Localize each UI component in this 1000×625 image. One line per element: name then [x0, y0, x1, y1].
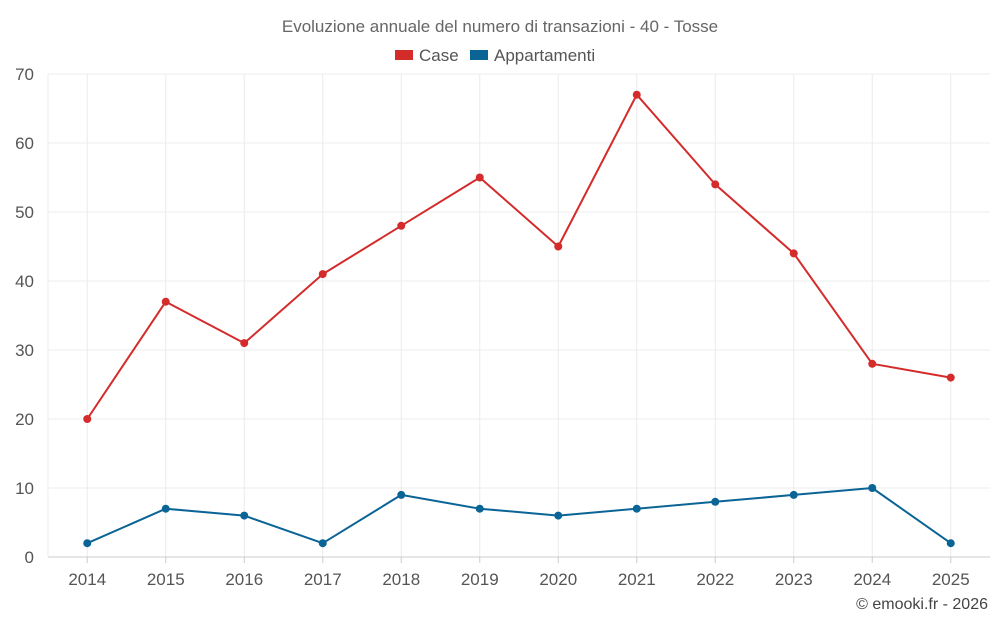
x-tick-label: 2021: [618, 570, 656, 589]
data-point-case[interactable]: [632, 90, 641, 99]
y-tick-labels: 0 10 20 30 40 50 60 70: [15, 65, 34, 567]
legend-item-case[interactable]: Case: [395, 46, 459, 65]
x-tick-labels: 2014 2015 2016 2017 2018 2019 2020 2021 2022 2023…: [68, 570, 969, 589]
data-point-case[interactable]: [161, 297, 170, 306]
data-point-appartamenti[interactable]: [240, 511, 249, 520]
data-point-appartamenti[interactable]: [397, 490, 406, 499]
data-point-appartamenti[interactable]: [161, 504, 170, 513]
data-point-case[interactable]: [240, 339, 249, 348]
legend-label-appartamenti: Appartamenti: [494, 46, 595, 65]
chart-title: Evoluzione annuale del numero di transaz…: [282, 17, 718, 36]
x-tick-label: 2019: [461, 570, 499, 589]
axes: [47, 74, 990, 563]
data-point-case[interactable]: [318, 270, 327, 279]
data-point-case[interactable]: [475, 173, 484, 182]
data-point-appartamenti[interactable]: [318, 539, 327, 548]
data-point-case[interactable]: [789, 249, 798, 258]
y-tick-label: 30: [15, 341, 34, 360]
y-tick-label: 50: [15, 203, 34, 222]
x-tick-label: 2020: [539, 570, 577, 589]
y-tick-label: 20: [15, 410, 34, 429]
data-point-appartamenti[interactable]: [475, 504, 484, 513]
x-tick-label: 2023: [775, 570, 813, 589]
y-tick-label: 70: [15, 65, 34, 84]
x-tick-label: 2014: [68, 570, 106, 589]
data-point-case[interactable]: [868, 359, 877, 368]
data-point-appartamenti[interactable]: [554, 511, 563, 520]
x-tick-label: 2025: [932, 570, 970, 589]
series-line-case: [86, 93, 951, 420]
legend-swatch-case: [395, 50, 413, 60]
legend-swatch-appartamenti: [470, 50, 488, 60]
credit-text: © emooki.fr - 2026: [856, 596, 988, 613]
data-point-appartamenti[interactable]: [83, 539, 92, 548]
data-point-appartamenti[interactable]: [632, 504, 641, 513]
data-point-case[interactable]: [711, 180, 720, 189]
data-point-appartamenti[interactable]: [789, 490, 798, 499]
gridlines: [48, 73, 990, 557]
y-tick-label: 10: [15, 479, 34, 498]
x-tick-label: 2018: [382, 570, 420, 589]
data-point-case[interactable]: [397, 221, 406, 230]
x-tick-label: 2015: [147, 570, 185, 589]
y-tick-label: 40: [15, 272, 34, 291]
y-tick-label: 0: [25, 548, 34, 567]
series-line-appartamenti: [86, 487, 952, 545]
data-point-appartamenti[interactable]: [868, 484, 877, 492]
data-point-case[interactable]: [83, 415, 92, 423]
data-point-case[interactable]: [554, 242, 563, 251]
data-point-appartamenti[interactable]: [946, 539, 955, 548]
x-tick-label: 2024: [853, 570, 891, 589]
y-tick-label: 60: [15, 134, 34, 153]
x-tick-label: 2016: [225, 570, 263, 589]
legend-label-case: Case: [419, 46, 459, 65]
data-point-case[interactable]: [946, 373, 955, 382]
data-point-appartamenti[interactable]: [711, 497, 720, 506]
series: [83, 90, 955, 548]
x-tick-label: 2022: [696, 570, 734, 589]
x-tick-label: 2017: [304, 570, 342, 589]
legend-item-appartamenti[interactable]: Appartamenti: [470, 46, 595, 65]
legend: Case Appartamenti: [395, 46, 595, 65]
